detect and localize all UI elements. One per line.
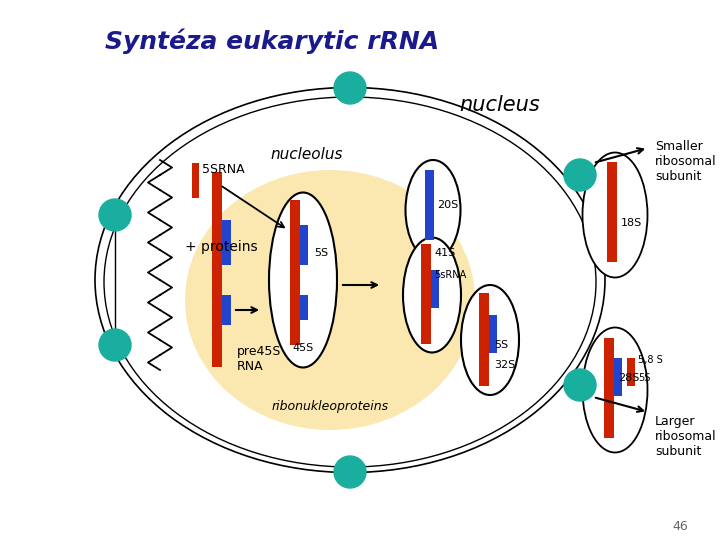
Text: 5S: 5S — [314, 248, 328, 258]
Text: 5S: 5S — [494, 340, 508, 350]
Bar — [425, 170, 434, 240]
Ellipse shape — [582, 327, 647, 453]
Text: 20S: 20S — [437, 200, 458, 210]
Bar — [290, 200, 300, 345]
Circle shape — [334, 456, 366, 488]
Text: nucleus: nucleus — [459, 95, 541, 115]
Text: pre45S
RNA: pre45S RNA — [237, 345, 282, 373]
Circle shape — [99, 329, 131, 361]
Bar — [421, 244, 431, 344]
Bar — [431, 270, 439, 308]
Ellipse shape — [185, 170, 475, 430]
Text: 5sRNA: 5sRNA — [434, 270, 467, 280]
Text: + proteins: + proteins — [185, 240, 258, 254]
Bar — [212, 340, 222, 362]
Text: 5,8 S: 5,8 S — [638, 355, 662, 365]
Circle shape — [334, 72, 366, 104]
Text: 45S: 45S — [292, 343, 313, 353]
Text: Smaller
ribosomal
subunit: Smaller ribosomal subunit — [655, 140, 716, 183]
Bar — [607, 162, 617, 262]
Ellipse shape — [405, 160, 461, 260]
Bar — [212, 172, 222, 367]
Text: 18S: 18S — [621, 218, 642, 228]
Bar — [604, 338, 614, 438]
Bar — [627, 358, 635, 386]
Text: ribonukleoproteins: ribonukleoproteins — [271, 400, 389, 413]
Text: 46: 46 — [672, 520, 688, 533]
Text: Syntéza eukarytic rRNA: Syntéza eukarytic rRNA — [105, 28, 439, 53]
Bar — [300, 295, 308, 320]
Bar — [300, 225, 308, 265]
Bar — [222, 295, 231, 325]
Bar — [489, 315, 497, 353]
Text: Larger
ribosomal
subunit: Larger ribosomal subunit — [655, 415, 716, 458]
Bar — [614, 358, 622, 396]
Text: 32S: 32S — [494, 360, 516, 370]
Bar — [192, 163, 199, 198]
Text: 5SRNA: 5SRNA — [202, 163, 245, 176]
Circle shape — [564, 159, 596, 191]
Ellipse shape — [403, 238, 461, 353]
Bar — [479, 293, 489, 386]
Text: nucleolus: nucleolus — [270, 147, 343, 162]
Ellipse shape — [582, 152, 647, 278]
Ellipse shape — [269, 192, 337, 368]
Text: 5S: 5S — [638, 373, 650, 383]
Circle shape — [564, 369, 596, 401]
Text: 41S: 41S — [434, 248, 455, 258]
Text: 28S: 28S — [618, 373, 639, 383]
Ellipse shape — [461, 285, 519, 395]
Circle shape — [99, 199, 131, 231]
Bar — [222, 220, 231, 265]
